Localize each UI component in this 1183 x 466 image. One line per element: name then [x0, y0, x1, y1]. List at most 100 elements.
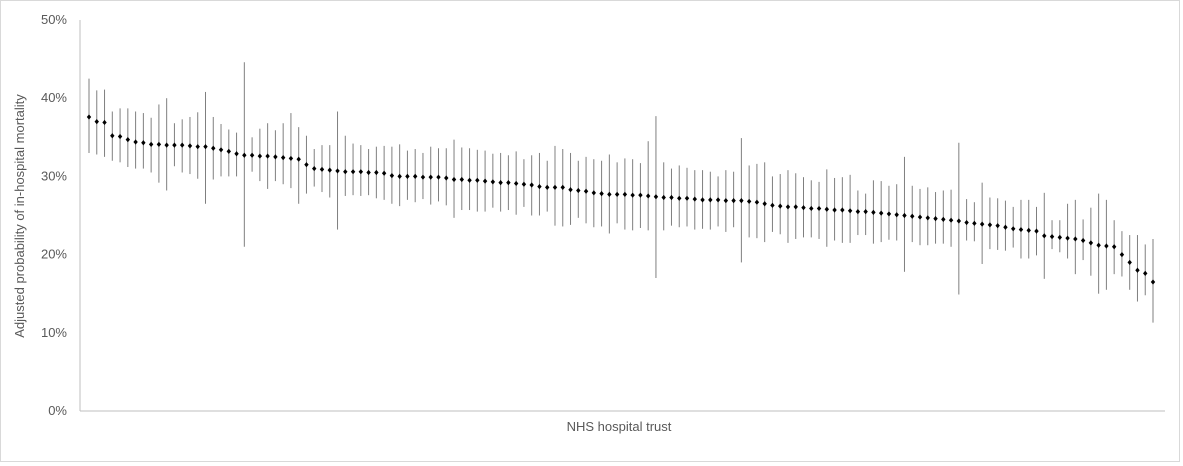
data-point — [436, 174, 441, 180]
data-point — [172, 142, 177, 148]
data-point — [319, 166, 325, 172]
data-point — [148, 141, 154, 147]
data-point — [972, 220, 977, 226]
data-point — [405, 173, 410, 179]
data-point — [762, 201, 767, 207]
data-point — [630, 192, 635, 198]
y-tick-label: 50% — [41, 12, 67, 27]
data-point — [591, 190, 597, 196]
data-point — [599, 191, 604, 197]
data-point — [917, 214, 923, 220]
y-tick-label: 30% — [41, 168, 67, 183]
data-point — [203, 144, 208, 150]
y-tick-labels: 0% 10% 20% 30% 40% 50% — [41, 12, 67, 418]
error-bars — [88, 62, 1154, 323]
data-point — [1065, 235, 1070, 241]
data-point — [1088, 240, 1094, 246]
data-point — [513, 180, 519, 187]
data-point — [568, 187, 573, 193]
data-point — [350, 169, 356, 175]
data-point — [467, 177, 472, 183]
data-point — [964, 219, 969, 226]
data-point — [133, 139, 138, 145]
data-point — [832, 207, 837, 213]
data-point — [234, 151, 239, 157]
data-point — [1011, 226, 1016, 232]
data-point — [855, 208, 861, 215]
data-point — [793, 204, 798, 210]
data-point — [645, 193, 651, 199]
data-point — [420, 174, 426, 180]
data-point — [987, 222, 993, 228]
data-point — [141, 140, 146, 146]
data-point — [886, 211, 892, 217]
data-point — [397, 173, 402, 179]
data-point — [638, 192, 643, 198]
data-point — [226, 148, 231, 154]
data-point — [1119, 252, 1125, 258]
data-point — [482, 178, 488, 184]
data-point — [94, 119, 99, 125]
data-point — [1143, 270, 1148, 276]
data-point — [607, 191, 612, 197]
data-point — [249, 152, 255, 158]
data-point — [770, 202, 775, 208]
data-point — [288, 155, 294, 162]
data-point — [840, 207, 845, 213]
data-point — [739, 198, 744, 204]
data-point — [312, 165, 317, 172]
data-point — [529, 182, 534, 188]
data-point — [1034, 228, 1039, 234]
data-point — [179, 142, 185, 148]
data-point — [117, 133, 123, 140]
data-point — [692, 196, 697, 202]
data-point — [475, 177, 480, 183]
data-point — [1127, 259, 1132, 266]
data-point — [878, 210, 884, 216]
data-point — [731, 198, 736, 204]
data-point — [490, 179, 496, 185]
data-point — [327, 167, 332, 173]
data-point — [265, 153, 270, 159]
data-point — [366, 169, 371, 176]
data-point — [661, 194, 666, 201]
data-point — [304, 162, 309, 168]
data-point — [754, 199, 760, 205]
data-point — [677, 195, 682, 201]
x-axis-title: NHS hospital trust — [567, 419, 672, 434]
data-point — [1135, 267, 1140, 273]
data-point — [125, 137, 131, 143]
data-point — [723, 198, 729, 204]
data-point — [1042, 233, 1047, 239]
data-point — [381, 170, 387, 176]
data-point — [583, 188, 589, 194]
data-point — [1003, 224, 1008, 230]
data-point — [1049, 234, 1055, 240]
data-point — [863, 208, 868, 215]
data-point — [746, 198, 752, 205]
data-point — [218, 147, 224, 153]
data-point — [412, 173, 418, 179]
data-point — [545, 184, 550, 190]
data-point — [102, 119, 107, 126]
data-point — [273, 154, 278, 160]
data-point — [444, 175, 449, 181]
data-point — [622, 191, 628, 197]
data-point — [700, 197, 705, 203]
data-point — [242, 152, 247, 158]
data-point — [164, 142, 169, 148]
data-point — [195, 144, 200, 150]
data-point — [956, 218, 962, 224]
data-point — [459, 176, 464, 183]
data-point — [451, 176, 457, 183]
data-point — [86, 114, 92, 120]
data-point — [785, 204, 791, 210]
y-tick-label: 0% — [48, 403, 67, 418]
data-point — [824, 206, 830, 212]
data-point — [809, 205, 814, 212]
data-points — [86, 114, 1156, 285]
data-point — [925, 215, 930, 221]
data-point — [871, 209, 876, 215]
